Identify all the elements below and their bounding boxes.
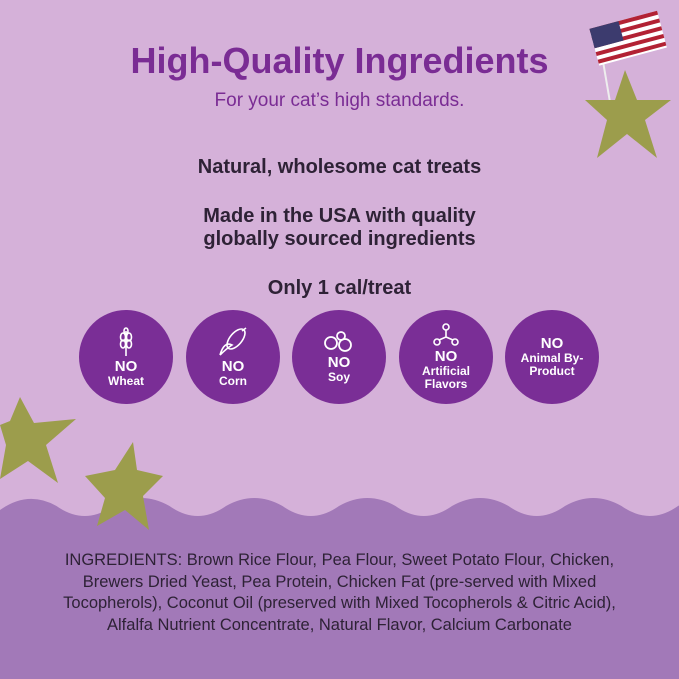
badge-label: Animal By-Product: [520, 351, 584, 378]
claim-made-in-usa-1: Made in the USA with quality: [203, 205, 476, 227]
corn-icon: [219, 326, 247, 356]
badge-no: NO: [327, 353, 351, 371]
badge-no-wheat: NO Wheat: [79, 310, 173, 404]
soybean-icon: [324, 330, 352, 352]
molecule-icon: [433, 323, 459, 346]
usa-flag-icon: [589, 10, 667, 66]
wavy-bottom-band: [0, 498, 679, 679]
badge-label: Soy: [327, 369, 350, 384]
treat-star-center: [85, 442, 163, 530]
claim-natural: Natural, wholesome cat treats: [197, 156, 482, 178]
claim-made-in-usa-2: globally sourced ingredients: [203, 228, 476, 250]
claim-calories: Only 1 cal/treat: [267, 277, 412, 299]
badge-no: NO: [221, 357, 245, 375]
ingredients-list: INGREDIENTS: Brown Rice Flour, Pea Flour…: [63, 551, 616, 634]
treat-star-icon: [585, 70, 671, 158]
badge-label: Wheat: [108, 373, 144, 388]
treat-star-left: [0, 397, 76, 483]
page-title: High-Quality Ingredients: [130, 40, 549, 81]
badge-no-corn: NO Corn: [186, 310, 280, 404]
badge-no: NO: [434, 348, 458, 365]
wheat-icon: [119, 326, 133, 356]
badge-no-animal-by-product: NO Animal By-Product: [505, 310, 599, 404]
badge-label: Corn: [219, 373, 247, 388]
badge-label: Artificial Flavors: [421, 364, 470, 391]
badge-no: NO: [114, 357, 138, 375]
badge-no: NO: [540, 335, 564, 352]
page-subtitle: For your cat’s high standards.: [214, 90, 465, 111]
treat-with-usa-flag: [585, 10, 671, 158]
badge-no-soy: NO Soy: [292, 310, 386, 404]
badge-no-artificial-flavors: NO Artificial Flavors: [399, 310, 493, 404]
